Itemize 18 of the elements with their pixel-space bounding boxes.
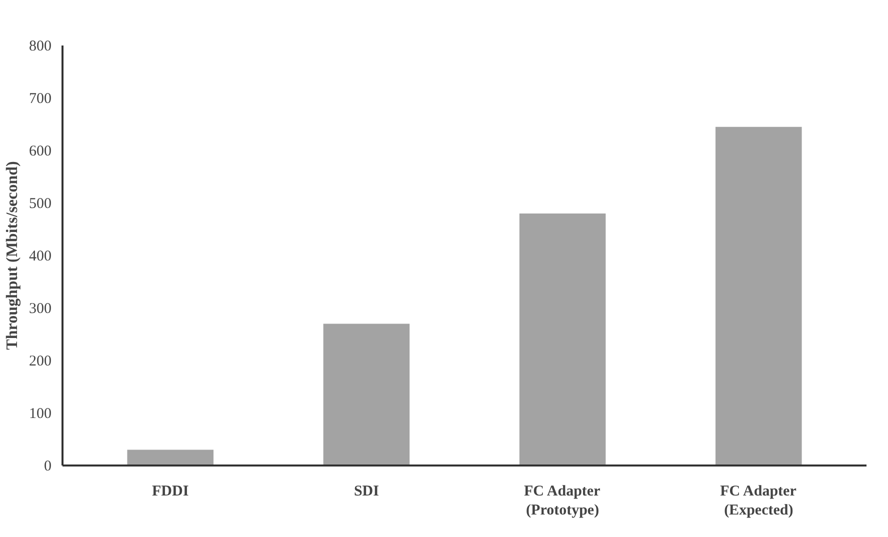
x-tick-label: SDI xyxy=(354,484,380,500)
bar xyxy=(519,214,606,466)
bar xyxy=(716,126,802,466)
bar xyxy=(127,450,214,466)
y-tick-label: 700 xyxy=(29,91,52,107)
x-tick-label: FDDI xyxy=(152,484,189,500)
x-tick-label: FC Adapter (Prototype) xyxy=(524,484,601,519)
y-tick-label: 400 xyxy=(29,248,52,264)
y-tick-label: 500 xyxy=(29,196,52,212)
x-tick-label: FC Adapter (Expected) xyxy=(720,484,797,519)
bar xyxy=(323,324,410,466)
y-tick-label: 300 xyxy=(29,301,52,317)
y-tick-label: 0 xyxy=(44,458,52,474)
y-axis-title: Throughput (Mbits/second) xyxy=(4,161,21,350)
y-tick-label: 600 xyxy=(29,144,52,160)
y-tick-label: 200 xyxy=(29,354,52,370)
y-tick-label: 800 xyxy=(29,38,52,54)
y-tick-label: 100 xyxy=(29,406,52,422)
